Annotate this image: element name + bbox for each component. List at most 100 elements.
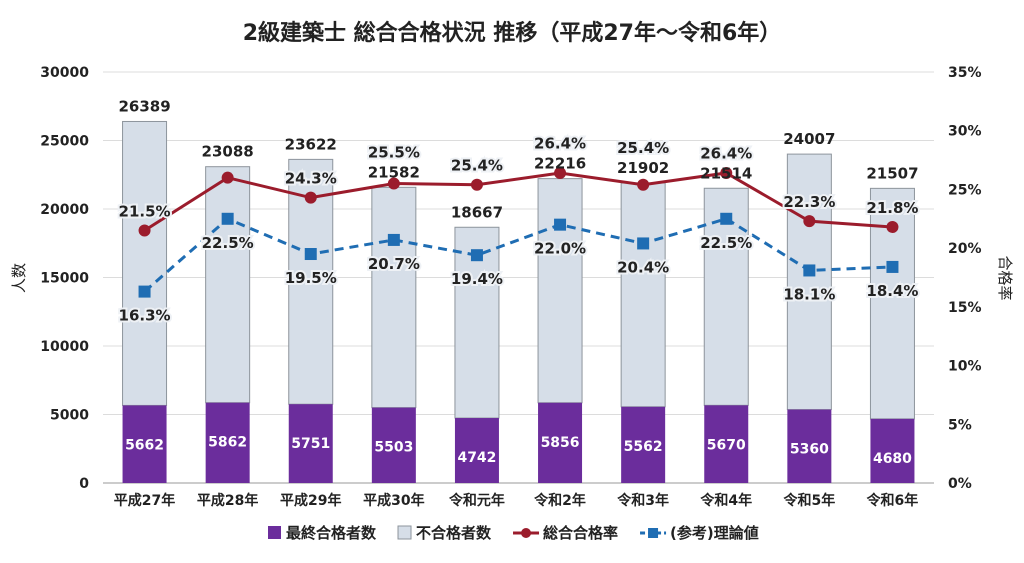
y-tick-label: 5000 [50,408,89,424]
pass-rate-marker [138,224,151,237]
pass-rate-label: 25.5% [368,143,420,161]
bar-pass [870,418,915,483]
y-tick-label: 30000 [40,65,89,81]
theoretical-label: 22.0% [534,240,586,258]
theoretical-label: 22.5% [202,234,254,252]
y-tick-label: 20000 [40,202,89,218]
y2-tick-label: 5% [948,417,972,433]
theoretical-marker [138,285,151,298]
bar-total-label: 21514 [700,164,752,182]
y-tick-label: 15000 [40,271,89,287]
bar-total-label: 18667 [451,203,503,221]
bar-pass-label: 5751 [291,436,330,452]
theoretical-marker [637,237,650,250]
theoretical-marker [554,218,567,231]
chart-title: 2級建築士 総合合格状況 推移（平成27年～令和6年） [243,20,782,46]
bar-total-label: 26389 [118,97,170,115]
pass-rate-marker [637,178,650,191]
theoretical-label: 16.3% [119,307,171,325]
legend-label: 最終合格者数 [286,524,377,542]
y-axis-label: 人数 [10,263,28,293]
x-tick-label: 平成28年 [197,492,258,509]
pass-rate-marker [470,178,483,191]
bar-pass [538,402,583,483]
legend-label: 不合格者数 [416,524,492,542]
legend-swatch [268,526,281,539]
bar-pass-label: 5360 [790,442,829,458]
line-theoretical [143,217,893,293]
bar-pass [621,406,666,483]
bar-fail [205,166,251,404]
bar-pass-label: 5862 [208,435,247,451]
x-tick-label: 令和6年 [866,492,919,509]
x-tick-label: 令和3年 [616,492,669,509]
pass-rate-marker [803,215,816,228]
bar-fail [122,120,168,406]
bar-pass [122,405,167,483]
bar-fail [620,182,666,408]
bar-total-label: 23088 [202,143,254,161]
y2-tick-label: 25% [948,182,982,198]
pass-rate-marker [221,171,234,184]
theoretical-label: 22.5% [700,234,752,252]
theoretical-marker [387,233,400,246]
bar-total-label: 21902 [617,159,669,177]
legend-label: 総合合格率 [543,524,618,542]
y-tick-label: 10000 [40,339,89,355]
bar-pass-label: 4742 [457,450,496,466]
pass-rate-label: 25.4% [617,139,669,157]
pass-rate-marker [554,166,567,179]
bar-fail [371,186,417,409]
bar-pass [454,418,499,483]
x-tick-label: 平成29年 [280,492,341,509]
pass-rate-label: 24.3% [285,170,337,188]
bar-pass-label: 5670 [707,437,746,453]
theoretical-marker [304,248,317,261]
pass-rate-marker [387,177,400,190]
bar-total-label: 21507 [866,164,918,182]
y2-axis-label: 合格率 [996,255,1014,300]
pass-rate-label: 21.8% [866,199,918,217]
pass-rate-marker [886,221,899,234]
theoretical-label: 20.7% [368,255,420,273]
x-tick-label: 令和2年 [533,492,586,509]
bar-pass [704,405,749,483]
pass-rate-label: 22.3% [783,193,835,211]
y-tick-label: 0 [79,476,89,492]
x-tick-label: 令和4年 [699,492,752,509]
x-tick-label: 令和元年 [448,492,505,509]
pass-rate-label: 26.4% [700,144,752,162]
theoretical-label: 18.1% [783,285,835,303]
bar-pass [288,404,333,483]
theoretical-label: 19.5% [285,269,337,287]
theoretical-marker [720,212,733,225]
bar-pass [205,402,250,483]
bar-total-label: 23622 [285,135,337,153]
bar-pass [787,409,832,483]
theoretical-marker [221,212,234,225]
bar-pass-label: 4680 [873,451,912,467]
theoretical-label: 20.4% [617,258,669,276]
y2-tick-label: 20% [948,241,982,257]
y2-tick-label: 10% [948,359,982,375]
bar-fail [786,153,832,411]
theoretical-marker [470,249,483,262]
theoretical-label: 19.4% [451,270,503,288]
bar-total-label: 24007 [783,130,835,148]
pass-rate-label: 26.4% [534,135,586,153]
bar-pass-label: 5562 [624,439,663,455]
legend-marker [648,528,659,538]
legend-label: (参考)理論値 [670,524,759,542]
theoretical-marker [886,260,899,273]
theoretical-marker [803,264,816,277]
pass-rate-marker [304,191,317,204]
legend-swatch [397,525,412,540]
y2-tick-label: 15% [948,300,982,316]
bar-total-label: 21582 [368,163,420,181]
x-tick-label: 令和5年 [782,492,835,509]
bar-pass-label: 5662 [125,437,164,453]
pass-rate-label: 21.5% [119,203,171,221]
bar-pass [371,407,416,483]
bar-fail [537,178,583,404]
